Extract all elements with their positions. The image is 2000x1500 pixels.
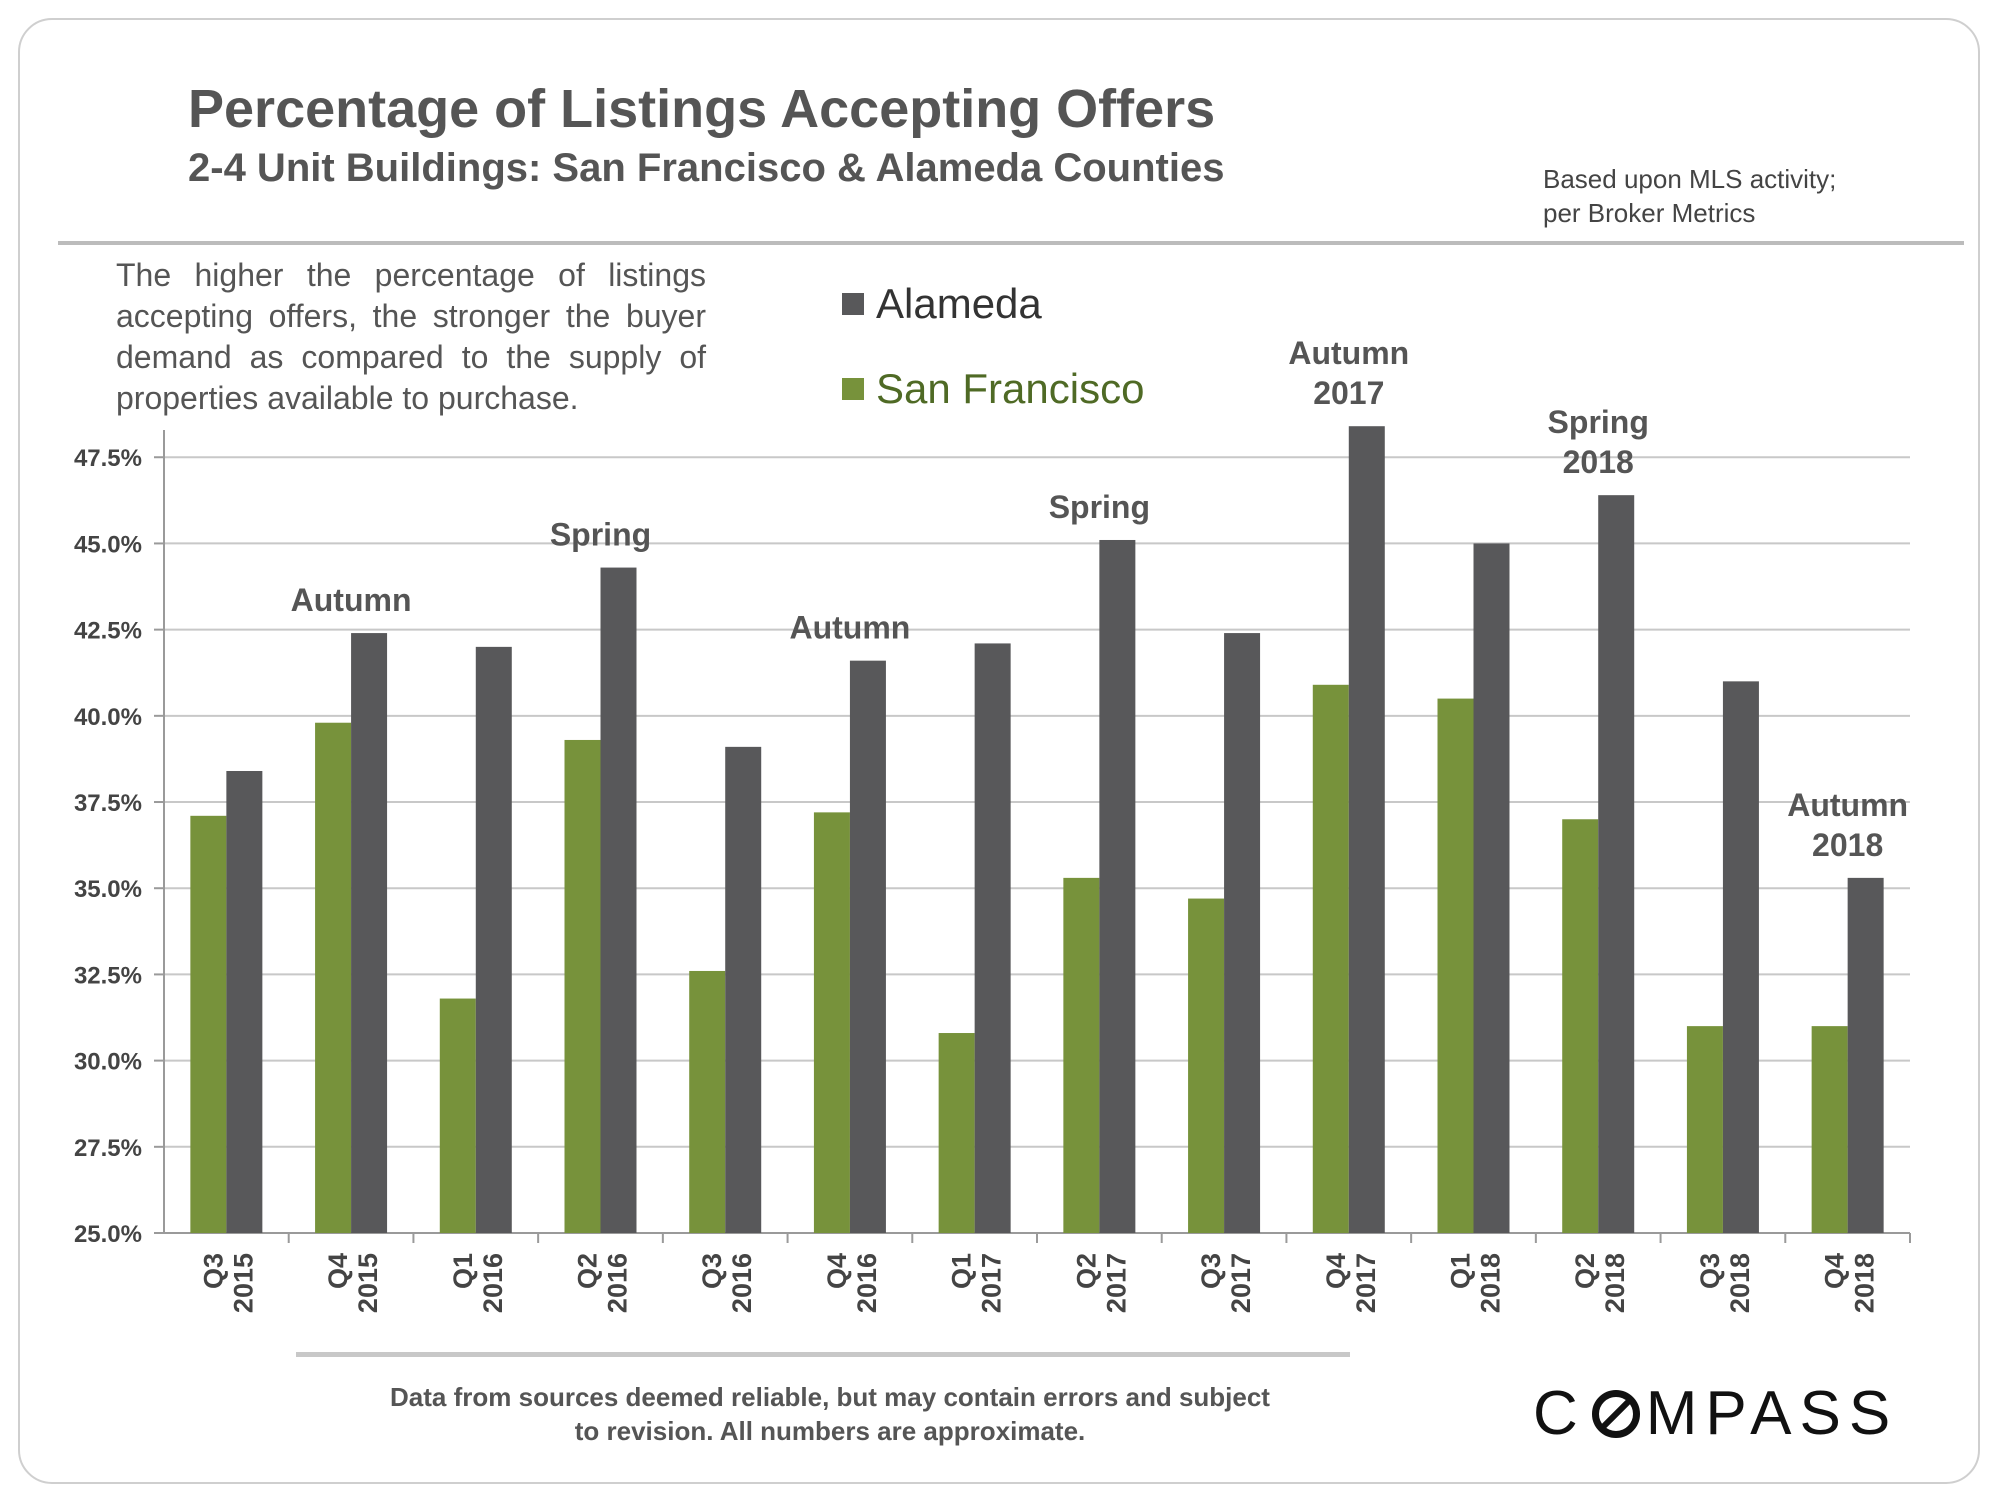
x-tick-label-quarter: Q3: [1695, 1253, 1725, 1289]
bar-san-francisco: [1063, 877, 1100, 1233]
x-tick-label-year: 2017: [977, 1253, 1007, 1313]
season-annotation: Autumn: [1787, 787, 1908, 823]
y-tick-label: 37.5%: [74, 790, 142, 817]
bar-san-francisco: [1312, 684, 1349, 1233]
x-tick-label-year: 2017: [1101, 1253, 1131, 1313]
logo-o-mark: [1591, 1389, 1640, 1438]
y-tick-label: 40.0%: [74, 704, 142, 731]
source-line-1: Based upon MLS activity;: [1543, 164, 1837, 194]
bar-san-francisco: [1562, 819, 1599, 1233]
logo-text-left: C: [1533, 1379, 1586, 1448]
season-annotation: Autumn: [1288, 335, 1409, 371]
bar-alameda: [1348, 426, 1385, 1233]
x-tick-label-quarter: Q3: [198, 1253, 228, 1289]
disclaimer-line-2: to revision. All numbers are approximate…: [574, 1416, 1086, 1446]
bar-alameda: [226, 770, 263, 1233]
bar-san-francisco: [564, 739, 601, 1233]
footer-divider: [296, 1352, 1350, 1357]
x-tick-label-year: 2015: [228, 1253, 258, 1313]
legend-item-san-francisco: San Francisco: [842, 365, 1144, 413]
disclaimer: Data from sources deemed reliable, but m…: [330, 1380, 1330, 1448]
x-tick-label-quarter: Q3: [1196, 1253, 1226, 1289]
x-tick-label-quarter: Q3: [697, 1253, 727, 1289]
compass-logo: C MPASS: [1533, 1378, 1898, 1449]
y-tick-label: 32.5%: [74, 962, 142, 989]
season-annotation: 2017: [1313, 375, 1384, 411]
season-annotation: 2018: [1563, 444, 1634, 480]
chart-title: Percentage of Listings Accepting Offers: [188, 79, 1216, 139]
bar-alameda: [849, 660, 886, 1233]
x-tick-label-quarter: Q1: [1446, 1253, 1476, 1289]
y-tick-label: 47.5%: [74, 445, 142, 472]
x-tick-label-quarter: Q1: [947, 1253, 977, 1289]
x-tick-label-year: 2018: [1600, 1253, 1630, 1313]
x-tick-label-year: 2016: [478, 1253, 508, 1313]
x-tick-label-year: 2018: [1725, 1253, 1755, 1313]
x-tick-label-year: 2016: [603, 1253, 633, 1313]
bar-alameda: [1598, 495, 1635, 1233]
x-tick-label-quarter: Q2: [1071, 1253, 1101, 1289]
bar-san-francisco: [190, 815, 227, 1233]
x-tick-label-quarter: Q4: [323, 1253, 353, 1289]
x-tick-label-year: 2016: [727, 1253, 757, 1313]
x-tick-label-year: 2018: [1476, 1253, 1506, 1313]
legend-label-alameda: Alameda: [876, 280, 1042, 327]
x-tick-label-year: 2015: [353, 1253, 383, 1313]
bar-alameda: [475, 646, 512, 1233]
bar-alameda: [725, 746, 762, 1233]
bar-alameda: [351, 633, 388, 1233]
season-annotation: Spring: [1049, 489, 1150, 525]
chart-subtitle: 2-4 Unit Buildings: San Francisco & Alam…: [188, 146, 1225, 190]
legend-swatch-san-francisco: [842, 378, 864, 400]
explanation-note: The higher the percentage of listings ac…: [116, 257, 706, 416]
x-tick-label-year: 2017: [1226, 1253, 1256, 1313]
x-tick-label-quarter: Q2: [573, 1253, 603, 1289]
header-divider: [58, 241, 1964, 245]
bar-alameda: [1099, 539, 1136, 1233]
bar-san-francisco: [1686, 1026, 1723, 1233]
bar-san-francisco: [813, 812, 850, 1233]
y-tick-label: 25.0%: [74, 1221, 142, 1248]
season-annotation: Autumn: [789, 610, 910, 646]
bar-alameda: [600, 567, 637, 1233]
x-tick-label-year: 2016: [852, 1253, 882, 1313]
bar-san-francisco: [439, 998, 476, 1233]
y-tick-label: 45.0%: [74, 531, 142, 558]
bar-alameda: [974, 643, 1011, 1233]
season-annotation: Autumn: [291, 582, 412, 618]
source-line-2: per Broker Metrics: [1543, 198, 1756, 228]
x-tick-label-quarter: Q4: [1820, 1253, 1850, 1289]
legend-item-alameda: Alameda: [842, 280, 1042, 328]
y-tick-label: 35.0%: [74, 876, 142, 903]
legend-swatch-alameda: [842, 293, 864, 315]
x-tick-label-quarter: Q4: [1321, 1253, 1351, 1289]
x-tick-label-quarter: Q1: [448, 1253, 478, 1289]
source-note: Based upon MLS activity; per Broker Metr…: [1543, 162, 1836, 230]
bar-san-francisco: [1437, 698, 1474, 1233]
bar-alameda: [1224, 633, 1261, 1233]
y-tick-label: 30.0%: [74, 1049, 142, 1076]
x-tick-label-year: 2017: [1351, 1253, 1381, 1313]
y-tick-label: 27.5%: [74, 1135, 142, 1162]
bar-san-francisco: [315, 722, 352, 1233]
bar-san-francisco: [689, 970, 726, 1233]
bar-san-francisco: [1811, 1026, 1848, 1233]
x-tick-label-quarter: Q2: [1570, 1253, 1600, 1289]
bar-alameda: [1847, 877, 1884, 1233]
y-tick-label: 42.5%: [74, 618, 142, 645]
bar-alameda: [1722, 681, 1759, 1233]
x-tick-label-quarter: Q4: [822, 1253, 852, 1289]
bar-alameda: [1473, 543, 1510, 1233]
logo-text-right: MPASS: [1645, 1379, 1899, 1448]
legend-label-san-francisco: San Francisco: [876, 365, 1145, 412]
season-annotation: Spring: [1548, 404, 1649, 440]
disclaimer-line-1: Data from sources deemed reliable, but m…: [390, 1382, 1270, 1412]
bar-san-francisco: [1188, 898, 1225, 1233]
season-annotation: Spring: [550, 517, 651, 553]
season-annotation: 2018: [1812, 827, 1883, 863]
x-tick-label-year: 2018: [1850, 1253, 1880, 1313]
bar-san-francisco: [938, 1033, 975, 1233]
